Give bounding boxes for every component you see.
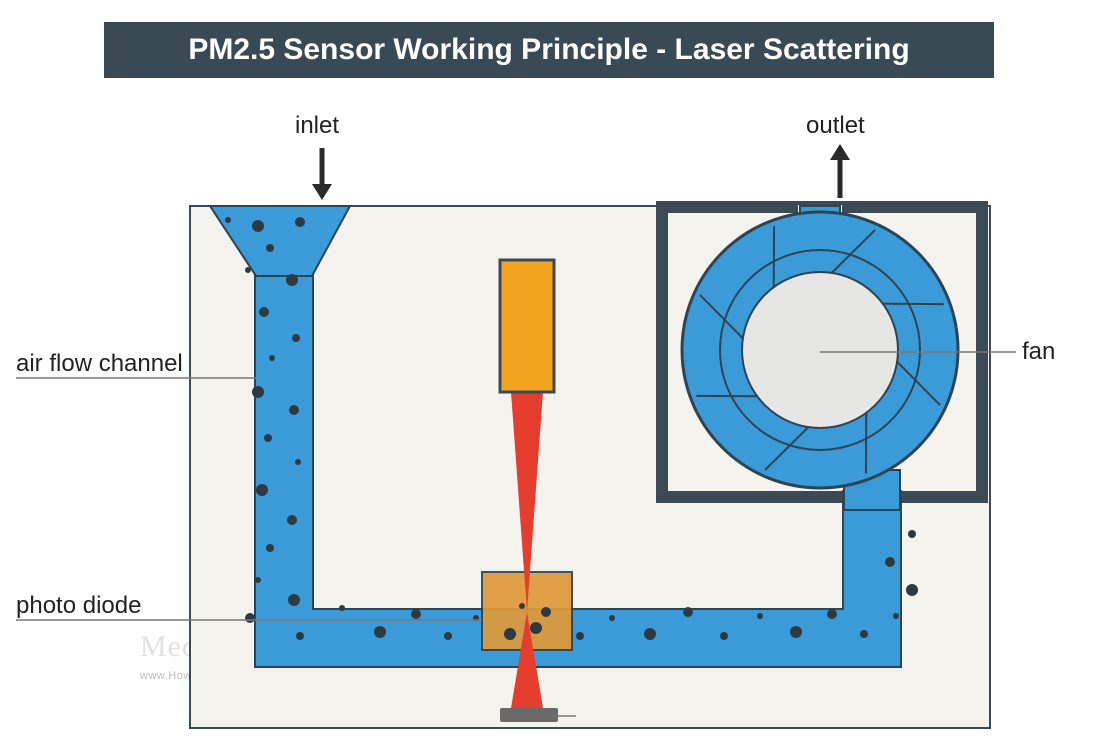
diagram-svg: [0, 0, 1105, 755]
